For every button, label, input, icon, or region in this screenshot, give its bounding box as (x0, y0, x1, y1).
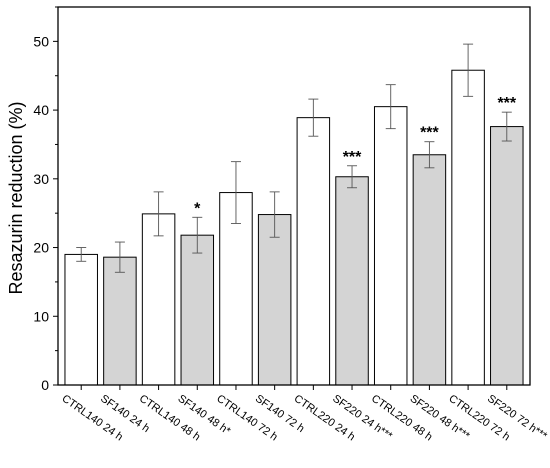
significance-label: *** (497, 95, 516, 112)
bar (451, 69, 485, 386)
significance-label: * (194, 200, 201, 217)
significance-label: *** (420, 125, 439, 142)
y-axis-label: Resazurin reduction (%) (6, 101, 26, 294)
bar (490, 126, 524, 386)
bar (335, 176, 369, 386)
bar (180, 234, 215, 386)
bar (257, 214, 292, 386)
bar (219, 192, 253, 386)
bar (64, 253, 98, 386)
bar (412, 154, 447, 386)
y-tick-label: 20 (33, 240, 49, 256)
y-tick-label: 30 (33, 171, 49, 187)
significance-label: *** (343, 149, 362, 166)
y-tick-label: 10 (33, 308, 49, 324)
bar (296, 117, 331, 386)
y-tick-label: 50 (33, 33, 49, 49)
y-tick-label: 0 (41, 377, 49, 393)
y-tick-label: 40 (33, 102, 49, 118)
axes-frame (57, 6, 531, 386)
bar (373, 106, 408, 386)
bar (141, 213, 176, 386)
bar (103, 256, 137, 386)
